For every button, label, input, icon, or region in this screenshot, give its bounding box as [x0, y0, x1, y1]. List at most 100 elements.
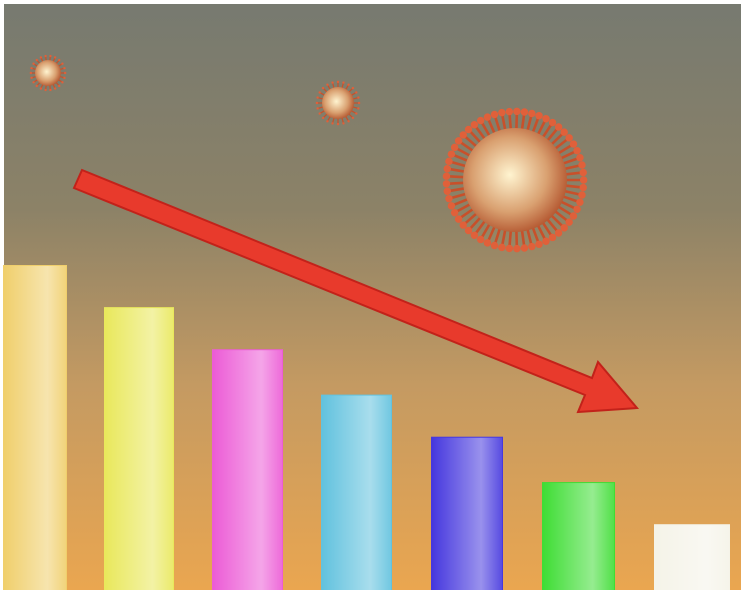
virus-body — [322, 87, 354, 119]
virus-spike-tip — [569, 140, 578, 148]
bar-shine — [322, 395, 391, 590]
virus-spike-tip — [442, 180, 451, 188]
virus-spike-tip — [447, 202, 456, 210]
virus-spike-tip — [326, 120, 329, 123]
virus-spike-tip — [49, 54, 52, 58]
virus-spike-tip — [351, 86, 355, 90]
virus-spike-tip — [476, 116, 485, 125]
virus-spike-tip — [476, 235, 485, 244]
virus-spike-tip — [578, 161, 586, 169]
virus-spike-tip — [535, 240, 543, 248]
bar-shine — [105, 308, 173, 590]
virus-spike-tip — [326, 83, 329, 86]
virus-spike-tip — [450, 143, 459, 152]
virus-spike-tip — [554, 229, 563, 237]
virus-spike-tip — [450, 208, 459, 217]
virus-spike-tip — [318, 91, 321, 94]
virus-spike-tip — [342, 122, 345, 125]
bar-shine — [4, 266, 66, 590]
virus-spike-tip — [447, 150, 456, 158]
virus-spike-tip — [53, 87, 57, 90]
virus-spike-tip — [470, 231, 479, 240]
virus-spike-tip — [443, 164, 452, 173]
virus-spike-tip — [321, 86, 325, 90]
virus-spike-tip — [470, 120, 479, 129]
virus-spike-tip — [535, 112, 543, 120]
virus-spike-tip — [548, 233, 557, 242]
virus-spike-tip — [464, 226, 473, 235]
virus-spike-tip — [357, 101, 361, 105]
virus-spike-tip — [445, 194, 453, 203]
trend-arrow — [72, 168, 640, 414]
virus-spike-tip — [32, 81, 35, 84]
virus-spike-tip — [579, 176, 588, 184]
virus-spike-tip — [483, 239, 492, 247]
virus-spike-tip — [454, 215, 463, 223]
virus-spike-tip — [29, 71, 33, 75]
bar-shine — [543, 483, 614, 590]
virus-spike-tip — [573, 205, 581, 214]
virus-spike-tip — [44, 88, 47, 92]
virus-spike-tip — [542, 237, 550, 245]
bar-shine — [213, 350, 282, 590]
virus-spike-tip — [347, 83, 350, 86]
virus-spike-tip — [443, 187, 452, 196]
virus-spike-tip — [35, 58, 38, 62]
virus-spike-tip — [63, 71, 67, 75]
virus-spike-tip — [560, 128, 568, 136]
bar-shine — [655, 525, 729, 590]
virus-spike-tip — [548, 118, 557, 127]
virus-spike-tip — [445, 157, 453, 166]
virus-spike-tip — [573, 146, 581, 155]
virus-spike-tip — [58, 58, 61, 62]
virus-spike-tip — [454, 137, 463, 145]
virus-spike-tip — [321, 116, 325, 120]
virus-spike-tip — [331, 81, 334, 84]
virus-spike-tip — [63, 66, 66, 70]
virus-spike-tip — [490, 241, 499, 250]
bar-group — [3, 265, 730, 590]
virus-spike-tip — [520, 244, 529, 252]
virus-spike-tip — [565, 134, 573, 142]
virus-spike-tip — [316, 96, 319, 99]
virus-spike-tip — [39, 56, 43, 59]
virus-spike-tip — [53, 56, 57, 59]
virus-spike-tip — [58, 84, 61, 88]
virus-spike-tip — [442, 172, 451, 180]
virus-spike-tip — [342, 81, 345, 84]
virus-spike-tip — [576, 198, 584, 207]
bar-shine — [432, 437, 502, 590]
virus-spike-tip — [336, 122, 340, 126]
virus-spike-tip — [505, 244, 514, 253]
virus-spike-tip — [44, 54, 47, 58]
virus-spike-tip — [347, 120, 350, 123]
virus-spike-tip — [61, 62, 64, 65]
virus-spike-tip — [357, 107, 360, 110]
virus-spike-tip — [490, 110, 499, 119]
virus-spike-tip — [61, 81, 64, 84]
virus-spike-tip — [513, 244, 521, 253]
virus-spike-tip — [513, 107, 521, 116]
virus-spike-tip — [560, 224, 568, 232]
virus-spike-tip — [483, 113, 492, 121]
virus-spike-tip — [578, 191, 586, 199]
virus-spike-tip — [498, 243, 506, 252]
virus-spike-tip — [528, 242, 536, 251]
virus-spike-tip — [30, 76, 33, 80]
virus-spike-tip — [528, 109, 536, 118]
virus-spike-tip — [565, 218, 573, 226]
virus-spike-tip — [520, 108, 529, 116]
virus-body — [463, 128, 567, 232]
virus-spike-tip — [49, 88, 52, 92]
virus-spike-tip — [542, 115, 550, 123]
virus-spike-tip — [331, 122, 334, 125]
virus-spike-tip — [32, 62, 35, 65]
virus-spike-tip — [336, 80, 340, 84]
virus-group — [29, 54, 588, 253]
virus-spike-tip — [355, 91, 358, 94]
virus-spike-tip — [316, 107, 319, 110]
virus-spike-tip — [569, 212, 578, 220]
virus-spike-tip — [464, 125, 473, 134]
virus-spike-tip — [35, 84, 38, 88]
